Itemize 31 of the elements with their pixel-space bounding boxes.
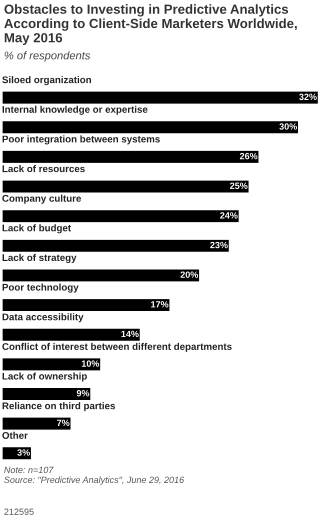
data-label: 30% [279, 123, 297, 130]
data-label: 32% [299, 94, 317, 100]
y-tick-label: Lack of budget [2, 224, 71, 234]
y-tick-label: Other [2, 432, 28, 439]
data-label: 7% [57, 420, 70, 426]
source-note: Source: "Predictive Analytics", June 29, 2016 [4, 476, 184, 485]
y-tick-label: Lack of ownership [2, 372, 87, 382]
data-label: 17% [151, 301, 168, 308]
y-tick-label: Poor integration between systems [2, 135, 160, 144]
text: 212595 [4, 508, 34, 515]
y-tick-label: Data accessibility [2, 313, 84, 322]
y-tick-label: Lack of strategy [2, 254, 76, 263]
data-label: 14% [121, 330, 139, 338]
data-label: 23% [210, 242, 228, 248]
data-label: 10% [82, 360, 100, 367]
y-tick-label: Siloed organization [2, 76, 92, 86]
y-tick-label: Internal knowledge or expertise [2, 106, 148, 115]
data-label: 25% [230, 182, 248, 189]
y-tick-label: Company culture [2, 194, 82, 204]
data-label: 20% [180, 271, 198, 278]
y-tick-label: Conflict of interest between different departments [2, 342, 232, 352]
chart-subtitle: % of respondents [4, 51, 90, 62]
chart-title: Obstacles to Investing in Predictive Analytics According to Client-Side Marketers Worldwide, May 2016 [4, 4, 297, 46]
text: Note: n=107 [4, 466, 54, 474]
data-label: 9% [76, 390, 90, 396]
y-tick-label: Lack of resources [2, 165, 85, 172]
data-label: 26% [240, 152, 258, 160]
data-label: 3% [17, 449, 30, 456]
y-tick-label: Reliance on third parties [2, 402, 116, 412]
data-label: 24% [220, 212, 238, 219]
y-tick-label: Poor technology [2, 284, 79, 293]
